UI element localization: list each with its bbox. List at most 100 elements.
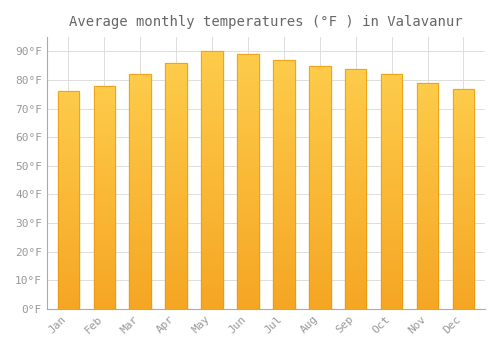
Bar: [202, 185, 223, 190]
Bar: [94, 112, 115, 117]
Bar: [417, 133, 438, 137]
Bar: [202, 206, 223, 211]
Bar: [202, 247, 223, 252]
Bar: [417, 196, 438, 200]
Bar: [202, 57, 223, 62]
Bar: [130, 177, 151, 182]
Bar: [452, 221, 474, 225]
Bar: [452, 119, 474, 124]
Bar: [273, 135, 294, 140]
Bar: [94, 104, 115, 108]
Bar: [58, 300, 79, 304]
Bar: [237, 238, 258, 243]
Bar: [381, 191, 402, 196]
Bar: [273, 269, 294, 274]
Bar: [58, 252, 79, 257]
Bar: [345, 141, 366, 145]
Bar: [166, 161, 187, 166]
Bar: [130, 121, 151, 126]
Bar: [452, 106, 474, 111]
Bar: [94, 246, 115, 251]
Bar: [309, 289, 330, 294]
Bar: [309, 221, 330, 226]
Bar: [237, 105, 258, 110]
Bar: [166, 141, 187, 146]
Bar: [237, 54, 258, 309]
Bar: [58, 291, 79, 296]
Bar: [202, 196, 223, 201]
Bar: [309, 294, 330, 299]
Bar: [381, 88, 402, 93]
Bar: [237, 232, 258, 238]
Bar: [202, 128, 223, 134]
Bar: [417, 164, 438, 169]
Bar: [130, 299, 151, 304]
Bar: [58, 139, 79, 144]
Bar: [345, 112, 366, 117]
Bar: [417, 182, 438, 187]
Bar: [202, 108, 223, 113]
Bar: [309, 66, 330, 309]
Bar: [345, 241, 366, 246]
Bar: [94, 166, 115, 170]
Bar: [166, 210, 187, 215]
Bar: [94, 268, 115, 273]
Bar: [381, 145, 402, 149]
Bar: [381, 98, 402, 103]
Bar: [130, 281, 151, 285]
Bar: [273, 189, 294, 194]
Bar: [452, 133, 474, 137]
Bar: [381, 149, 402, 154]
Bar: [345, 294, 366, 299]
Bar: [58, 91, 79, 96]
Bar: [94, 184, 115, 188]
Bar: [202, 216, 223, 221]
Bar: [309, 236, 330, 241]
Bar: [309, 105, 330, 110]
Bar: [166, 166, 187, 171]
Bar: [166, 102, 187, 107]
Bar: [417, 214, 438, 218]
Bar: [273, 60, 294, 309]
Bar: [309, 299, 330, 304]
Bar: [130, 196, 151, 201]
Bar: [94, 242, 115, 246]
Bar: [345, 246, 366, 251]
Bar: [237, 126, 258, 131]
Bar: [58, 100, 79, 105]
Bar: [309, 280, 330, 285]
Bar: [202, 93, 223, 98]
Bar: [166, 205, 187, 210]
Bar: [130, 74, 151, 309]
Bar: [58, 244, 79, 248]
Bar: [58, 222, 79, 226]
Bar: [166, 245, 187, 250]
Bar: [417, 273, 438, 277]
Bar: [452, 89, 474, 309]
Bar: [273, 259, 294, 264]
Bar: [237, 156, 258, 161]
Bar: [94, 130, 115, 135]
Bar: [273, 304, 294, 309]
Bar: [237, 304, 258, 309]
Bar: [452, 295, 474, 300]
Bar: [452, 137, 474, 141]
Bar: [130, 117, 151, 121]
Bar: [237, 120, 258, 126]
Bar: [166, 284, 187, 289]
Bar: [130, 135, 151, 140]
Bar: [345, 160, 366, 164]
Bar: [273, 110, 294, 115]
Bar: [345, 275, 366, 280]
Bar: [237, 258, 258, 263]
Bar: [166, 255, 187, 260]
Bar: [58, 183, 79, 187]
Bar: [452, 287, 474, 291]
Bar: [345, 97, 366, 102]
Bar: [94, 188, 115, 193]
Bar: [381, 107, 402, 112]
Bar: [345, 117, 366, 121]
Bar: [94, 86, 115, 309]
Bar: [417, 83, 438, 309]
Bar: [309, 95, 330, 100]
